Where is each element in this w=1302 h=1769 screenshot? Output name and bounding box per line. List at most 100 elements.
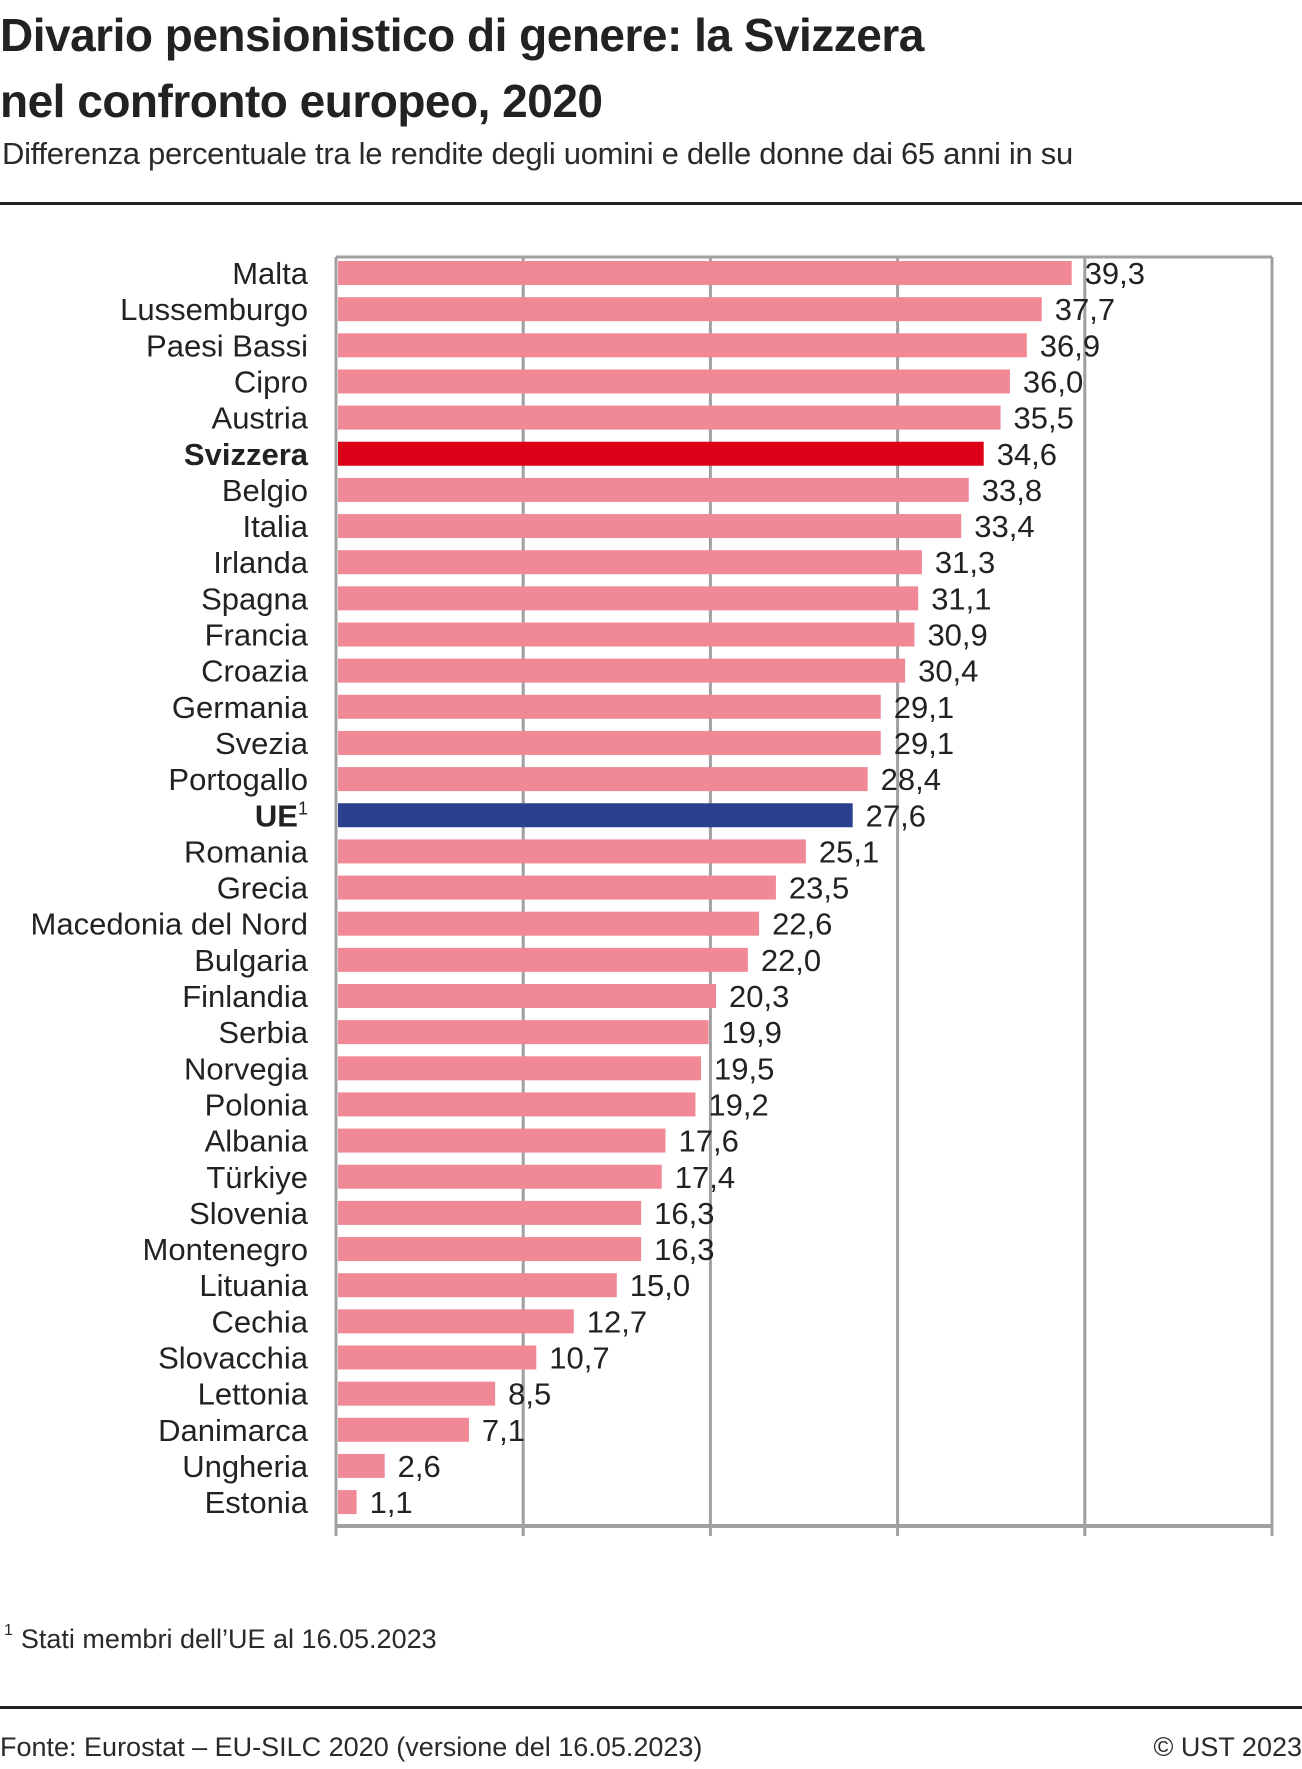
x-tick-label: 30%	[867, 1566, 929, 1570]
category-label-t-rkiye: Türkiye	[206, 1160, 308, 1195]
category-label-montenegro: Montenegro	[143, 1232, 308, 1267]
category-label-polonia: Polonia	[205, 1087, 309, 1122]
chart-title-line-1: Divario pensionistico di genere: la Sviz…	[0, 9, 924, 61]
bar-belgio	[338, 477, 969, 502]
bar-grecia	[338, 875, 776, 900]
x-tick-label: 10%	[492, 1566, 554, 1570]
category-label-svizzera: Svizzera	[184, 437, 309, 472]
bar-bulgaria	[338, 947, 748, 972]
x-tick-label: 40%	[1054, 1566, 1116, 1570]
value-label-norvegia: 19,5	[714, 1051, 774, 1086]
category-label-croazia: Croazia	[201, 654, 309, 689]
value-label-cipro: 36,0	[1023, 364, 1083, 399]
bar-germania	[338, 694, 881, 719]
category-label-spagna: Spagna	[201, 581, 309, 616]
bar-finlandia	[338, 984, 717, 1008]
category-label-ungheria: Ungheria	[182, 1449, 309, 1484]
chart-title-line-2: nel confronto europeo, 2020	[0, 75, 603, 127]
category-label-irlanda: Irlanda	[213, 545, 309, 580]
bar-cipro	[338, 369, 1010, 394]
category-label-italia: Italia	[243, 509, 309, 544]
category-label-albania: Albania	[205, 1124, 309, 1159]
value-label-slovenia: 16,3	[654, 1196, 714, 1231]
bar-norvegia	[338, 1056, 702, 1081]
footnote-marker: 1	[4, 1622, 13, 1639]
value-label-ungheria: 2,6	[398, 1449, 441, 1484]
category-label-svezia: Svezia	[215, 726, 309, 761]
category-label-macedonia-del-nord: Macedonia del Nord	[31, 907, 308, 942]
value-label-malta: 39,3	[1085, 256, 1145, 291]
bar-slovacchia	[338, 1345, 537, 1370]
value-label-portogallo: 28,4	[881, 762, 941, 797]
bar-cechia	[338, 1309, 574, 1334]
value-label-danimarca: 7,1	[482, 1413, 525, 1448]
category-label-francia: Francia	[205, 618, 309, 653]
bar-irlanda	[338, 550, 922, 575]
bar-svezia	[338, 730, 881, 755]
category-label-cipro: Cipro	[234, 364, 308, 399]
bar-montenegro	[338, 1237, 642, 1262]
copyright: © UST 2023	[1153, 1732, 1302, 1762]
category-label-finlandia: Finlandia	[182, 979, 309, 1014]
value-label-estonia: 1,1	[370, 1485, 413, 1520]
category-label-ue: UE1	[255, 798, 308, 833]
value-label-lettonia: 8,5	[508, 1377, 551, 1412]
bar-portogallo	[338, 767, 868, 792]
category-label-slovacchia: Slovacchia	[158, 1341, 309, 1376]
value-label-slovacchia: 10,7	[549, 1341, 609, 1376]
value-label-lituania: 15,0	[630, 1268, 690, 1303]
bar-macedonia-del-nord	[338, 911, 760, 936]
value-label-germania: 29,1	[894, 690, 954, 725]
category-label-germania: Germania	[172, 690, 309, 725]
value-label-italia: 33,4	[974, 509, 1034, 544]
bar-slovenia	[338, 1200, 642, 1225]
category-label-paesi-bassi: Paesi Bassi	[146, 328, 308, 363]
bar-t-rkiye	[338, 1164, 662, 1189]
bar-italia	[338, 514, 962, 539]
value-label-austria: 35,5	[1014, 401, 1074, 436]
value-label-finlandia: 20,3	[729, 979, 789, 1014]
value-label-irlanda: 31,3	[935, 545, 995, 580]
header-divider	[0, 202, 1302, 205]
footnote-text: Stati membri dell’UE al 16.05.2023	[20, 1624, 437, 1654]
source-note: Fonte: Eurostat – EU-SILC 2020 (versione…	[0, 1732, 703, 1762]
x-tick-label: 50%	[1241, 1566, 1302, 1570]
category-label-slovenia: Slovenia	[189, 1196, 309, 1231]
category-label-lettonia: Lettonia	[198, 1377, 309, 1412]
footnote: 1 Stati membri dell’UE al 16.05.2023	[4, 1622, 437, 1655]
bar-paesi-bassi	[338, 333, 1027, 358]
category-label-austria: Austria	[212, 401, 309, 436]
category-label-lussemburgo: Lussemburgo	[120, 292, 308, 327]
value-label-belgio: 33,8	[982, 473, 1042, 508]
category-label-portogallo: Portogallo	[168, 762, 308, 797]
footer-divider	[0, 1706, 1302, 1709]
category-label-lituania: Lituania	[199, 1268, 308, 1303]
value-label-serbia: 19,9	[722, 1015, 782, 1050]
value-label-croazia: 30,4	[918, 654, 978, 689]
category-label-grecia: Grecia	[217, 871, 309, 906]
bar-albania	[338, 1128, 666, 1153]
category-label-romania: Romania	[184, 834, 309, 869]
value-label-cechia: 12,7	[587, 1304, 647, 1339]
bar-lettonia	[338, 1381, 496, 1406]
bar-croazia	[338, 658, 906, 683]
bar-lussemburgo	[338, 297, 1042, 322]
chart-subtitle: Differenza percentuale tra le rendite de…	[2, 136, 1073, 171]
x-tick-label: 20%	[679, 1566, 741, 1570]
x-axis-tick-labels: 0% 10% 20% 30% 40% 50%	[314, 1566, 1302, 1570]
bar-estonia	[338, 1490, 357, 1515]
category-label-danimarca: Danimarca	[158, 1413, 309, 1448]
category-label-bulgaria: Bulgaria	[194, 943, 308, 978]
value-label-grecia: 23,5	[789, 871, 849, 906]
value-label-svizzera: 34,6	[997, 437, 1057, 472]
chart-title: Divario pensionistico di genere: la Sviz…	[0, 2, 1250, 134]
bars-layer	[338, 261, 1072, 1515]
category-label-norvegia: Norvegia	[184, 1051, 309, 1086]
x-tick-label: 0%	[314, 1566, 359, 1570]
bar-svizzera	[338, 441, 984, 466]
bar-francia	[338, 622, 915, 647]
bar-ungheria	[338, 1453, 385, 1478]
value-label-ue: 27,6	[866, 798, 926, 833]
bar-romania	[338, 839, 806, 864]
